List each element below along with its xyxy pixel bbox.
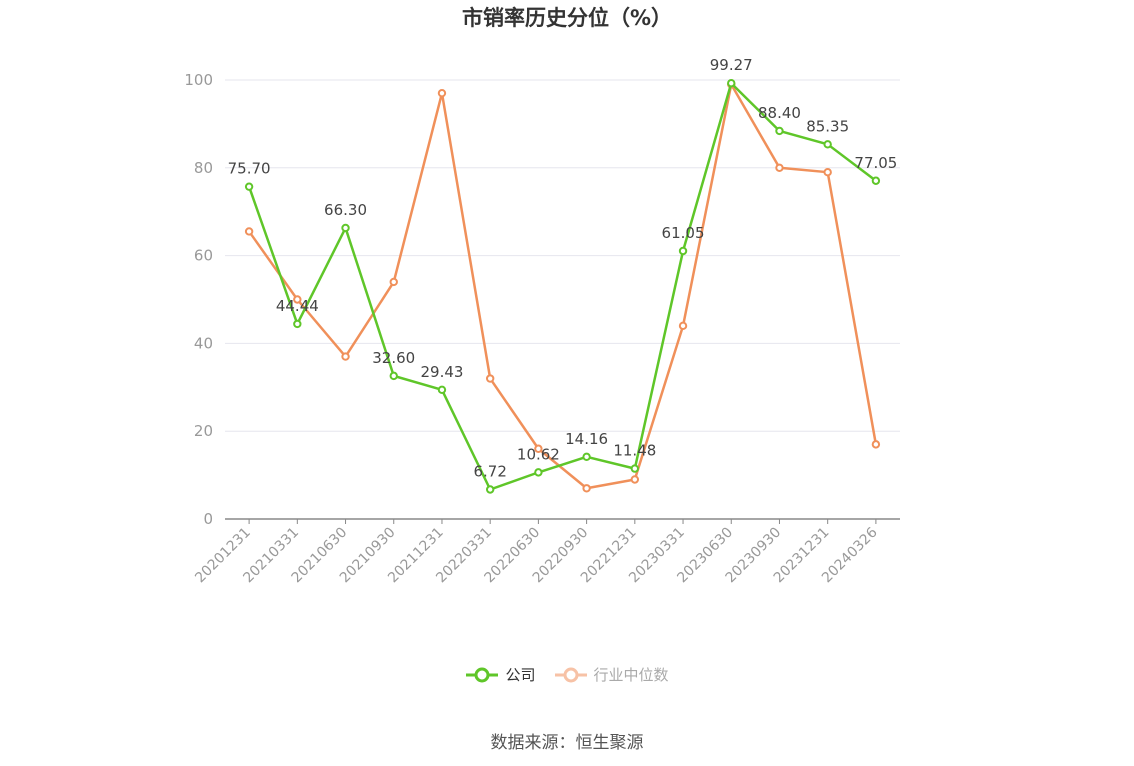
- data-point-1: [823, 167, 832, 177]
- data-point-1: [389, 277, 398, 287]
- data-point-0: [534, 468, 543, 477]
- y-tick-label: 40: [194, 334, 213, 352]
- series-line-1: [248, 83, 878, 490]
- data-point-1: [341, 352, 350, 361]
- data-point-0: [341, 223, 350, 233]
- legend-marker-industry-median: [554, 667, 587, 682]
- data-label: 32.60: [372, 349, 415, 367]
- data-label: 99.27: [710, 56, 753, 74]
- data-point-0: [727, 79, 736, 88]
- data-label: 85.35: [806, 117, 849, 135]
- data-label: 66.30: [324, 201, 367, 219]
- legend-label-company: 公司: [505, 666, 536, 684]
- legend-item-company[interactable]: 公司: [465, 664, 536, 685]
- data-point-0: [389, 371, 398, 381]
- series-line-0: [247, 81, 877, 491]
- data-point-1: [630, 475, 640, 484]
- data-label: 44.44: [276, 297, 319, 315]
- y-tick-label: 60: [194, 247, 213, 265]
- data-label: 10.62: [517, 445, 560, 463]
- data-point-1: [244, 227, 254, 236]
- data-point-1: [871, 440, 881, 449]
- legend-label-industry-median: 行业中位数: [593, 666, 669, 684]
- data-point-1: [678, 321, 688, 331]
- y-tick-label: 0: [203, 510, 213, 528]
- data-point-0: [244, 182, 254, 191]
- data-point-1: [534, 444, 543, 453]
- data-point-0: [293, 319, 302, 329]
- data-point-0: [678, 246, 688, 256]
- data-label: 75.70: [228, 160, 271, 178]
- data-point-0: [582, 452, 591, 462]
- data-label: 29.43: [420, 363, 463, 381]
- data-point-1: [775, 163, 784, 173]
- data-label: 77.05: [854, 154, 897, 172]
- data-point-1: [485, 374, 495, 383]
- chart-title: 市销率历史分位（%）: [461, 6, 673, 30]
- data-label: 88.40: [758, 104, 801, 122]
- data-point-0: [823, 140, 832, 149]
- data-point-0: [630, 464, 640, 473]
- data-point-1: [437, 88, 447, 98]
- data-point-0: [437, 385, 447, 395]
- legend: 公司 行业中位数: [0, 664, 1134, 685]
- data-point-0: [485, 485, 495, 494]
- y-tick-label: 80: [194, 159, 213, 177]
- data-point-0: [775, 126, 784, 136]
- data-point-1: [293, 295, 302, 304]
- y-tick-label: 100: [184, 71, 213, 89]
- data-label: 6.72: [473, 462, 506, 480]
- data-label: 61.05: [662, 224, 705, 242]
- data-label: 11.48: [613, 442, 656, 460]
- data-label: 14.16: [565, 430, 608, 448]
- data-source: 数据来源：恒生聚源: [490, 733, 644, 753]
- legend-item-industry-median[interactable]: 行业中位数: [554, 664, 669, 685]
- data-point-1: [582, 484, 591, 493]
- line-chart: 0204060801002020123120210331202106302021…: [184, 56, 900, 586]
- legend-marker-company: [466, 667, 499, 682]
- y-tick-label: 20: [194, 422, 213, 440]
- data-point-0: [871, 176, 881, 185]
